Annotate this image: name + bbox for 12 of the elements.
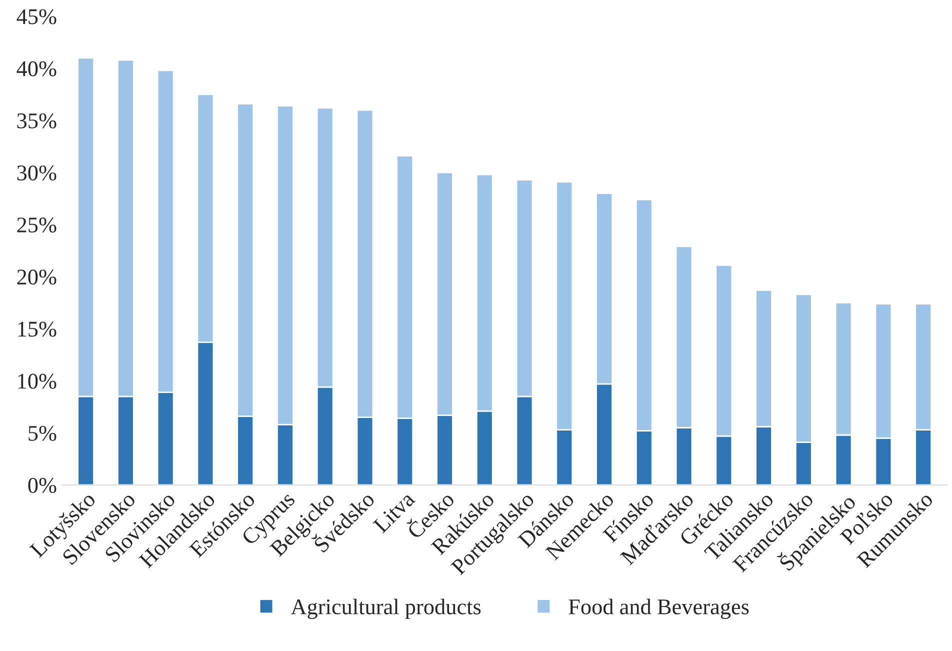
y-tick-label: 5% [28,426,56,441]
y-tick-label: 0% [28,478,56,493]
y-tick-label: 10% [18,374,56,389]
legend-label: Agricultural products [290,598,481,619]
y-tick-label: 15% [18,322,56,337]
y-tick-label: 30% [17,165,56,181]
y-tick-label: 20% [17,270,56,285]
y-tick-label: 45% [16,9,56,24]
y-tick-label: 25% [17,218,56,233]
y-tick-label: 40% [16,61,56,76]
legend-label: Food and Beverages [568,598,749,619]
y-tick-label: 35% [17,113,56,128]
